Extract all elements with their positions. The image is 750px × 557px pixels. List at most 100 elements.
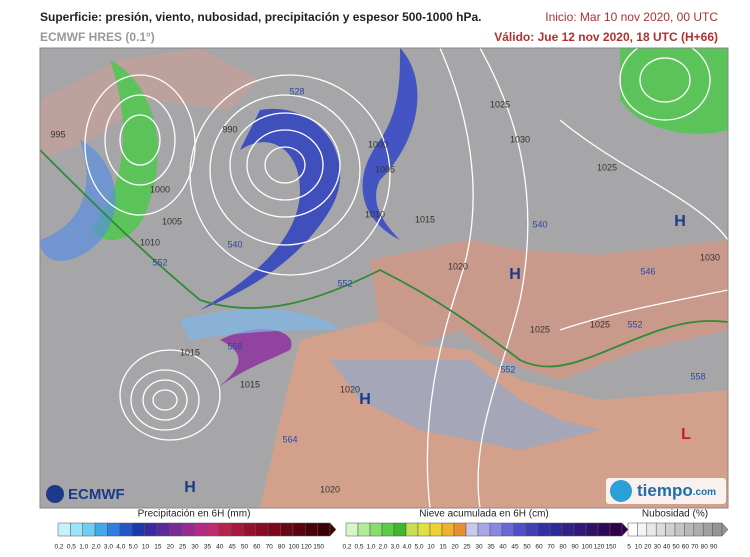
legend-arrow: [721, 522, 729, 537]
legend-tick-label: 0,2: [54, 544, 63, 551]
legend-tick-label: 40: [499, 544, 507, 551]
legend-swatch: [206, 522, 219, 537]
legend-swatch: [513, 522, 527, 537]
legend-tick-label: 20: [167, 544, 175, 551]
legend-swatch: [665, 522, 676, 537]
legend-tick-label: 30: [191, 544, 199, 551]
legend-swatch: [684, 522, 695, 537]
legend-tick-label: 30: [654, 544, 662, 551]
legend-tick-label: 2,0: [92, 544, 101, 551]
pressure-center: H: [359, 391, 371, 408]
legend-swatch: [144, 522, 158, 537]
legend-swatch: [429, 522, 443, 537]
legend-swatch: [218, 522, 232, 537]
legend-swatch: [655, 522, 666, 537]
legend-swatch: [441, 522, 455, 537]
legend-swatch: [369, 522, 383, 537]
isoline-label: 558: [227, 341, 242, 351]
legend-swatch: [317, 522, 331, 537]
legend-swatch: [255, 522, 269, 537]
legend-title: Nieve acumulada en 6H (cm): [419, 509, 549, 520]
legend-tick-label: 0,2: [342, 544, 351, 551]
isoline-label: 552: [500, 364, 515, 374]
isoline-label: 540: [227, 239, 242, 249]
legend-arrow: [621, 522, 629, 537]
isoline-label: 1000: [368, 139, 388, 149]
isoline-label: 1020: [448, 261, 468, 271]
legend-tick-label: 5,0: [414, 544, 423, 551]
legend-swatch: [267, 522, 281, 537]
legend-swatch: [573, 522, 587, 537]
legend-swatch: [381, 522, 395, 537]
isoline-label: 1000: [150, 184, 170, 194]
legend-swatch: [405, 522, 419, 537]
legend-title: Precipitación en 6H (mm): [138, 509, 251, 520]
init-time: Inicio: Mar 10 nov 2020, 00 UTC: [545, 10, 718, 24]
legend-swatch: [597, 522, 611, 537]
legend-tick-label: 25: [179, 544, 187, 551]
legend-tick-label: 120: [301, 544, 312, 551]
pressure-center: H: [674, 213, 686, 230]
legend-tick-label: 4,0: [116, 544, 125, 551]
tiempo-logo[interactable]: tiempo.com: [606, 478, 726, 504]
legend-tick-label: 50: [672, 544, 680, 551]
isoline-label: 1010: [365, 209, 385, 219]
legend-tick-label: 80: [701, 544, 709, 551]
legend-tick-label: 1,0: [366, 544, 375, 551]
legend-arrow: [329, 522, 337, 537]
isoline-label: 564: [282, 434, 297, 444]
legend-swatch: [94, 522, 108, 537]
legend-swatch: [131, 522, 145, 537]
legend-swatch: [637, 522, 648, 537]
legend-swatch: [646, 522, 657, 537]
isoline-label: 995: [50, 129, 65, 139]
legend-swatch: [292, 522, 306, 537]
legend-tick-label: 5: [627, 544, 631, 551]
legend-swatch: [525, 522, 539, 537]
legend-swatch: [169, 522, 182, 537]
isoline-label: 1015: [415, 214, 435, 224]
legend-tick-label: 150: [313, 544, 324, 551]
ecmwf-logo: ECMWF: [46, 485, 125, 503]
legend-swatch: [181, 522, 195, 537]
isoline-label: 546: [640, 266, 655, 276]
legend-tick-label: 0,5: [67, 544, 76, 551]
legend-tick-label: 15: [154, 544, 162, 551]
legend-swatch: [712, 522, 723, 537]
legend-swatch: [561, 522, 575, 537]
legend-tick-label: 60: [682, 544, 690, 551]
legend-swatch: [453, 522, 467, 537]
pressure-center: H: [184, 479, 196, 496]
model: ECMWF HRES (0.1°): [40, 30, 155, 44]
legend-swatch: [693, 522, 704, 537]
legend-tick-label: 50: [523, 544, 531, 551]
legend-tick-label: 45: [228, 544, 236, 551]
legend-swatch: [193, 522, 207, 537]
legend-tick-label: 1,0: [79, 544, 88, 551]
legend-swatch: [243, 522, 257, 537]
legend-tick-label: 60: [253, 544, 261, 551]
isoline-label: 1030: [700, 252, 720, 262]
isoline-label: 1025: [490, 99, 510, 109]
legend-tick-label: 0,5: [354, 544, 363, 551]
legend-swatch: [489, 522, 503, 537]
legend-swatch: [357, 522, 371, 537]
legend-swatch: [702, 522, 713, 537]
legend-swatch: [585, 522, 599, 537]
isoline-label: 552: [627, 319, 642, 329]
legend-swatch: [465, 522, 479, 537]
ecmwf-text: ECMWF: [68, 486, 125, 503]
legend-tick-label: 40: [216, 544, 224, 551]
isoline-label: 990: [222, 124, 237, 134]
legend-tick-label: 5,0: [129, 544, 138, 551]
legend-swatch: [609, 522, 623, 537]
legend-swatch: [305, 522, 318, 537]
isoline-label: 1015: [180, 347, 200, 357]
legend-tick-label: 80: [278, 544, 286, 551]
legend-tick-label: 35: [204, 544, 212, 551]
legend-tick-label: 45: [511, 544, 519, 551]
legend-tick-label: 20: [644, 544, 652, 551]
isoline-label: 1025: [597, 162, 617, 172]
legend-tick-label: 3,0: [104, 544, 113, 551]
legend-tick-label: 2,0: [378, 544, 387, 551]
